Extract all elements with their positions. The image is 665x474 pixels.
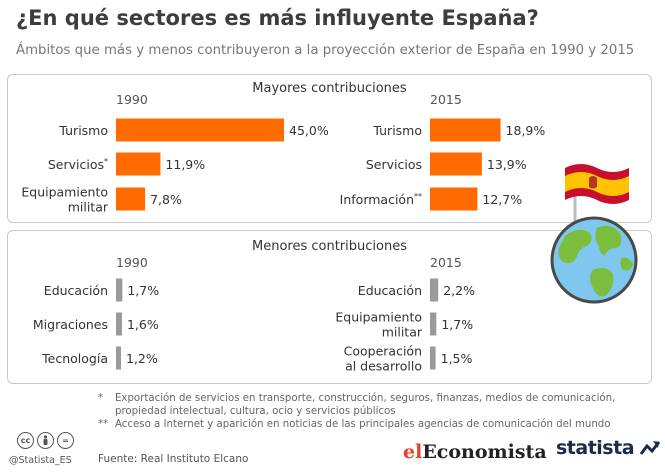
bar xyxy=(116,152,161,176)
globe-icon xyxy=(550,164,638,304)
major-contributions-panel: Mayores contribuciones xyxy=(7,74,652,223)
eleconomista-logo: elEconomista xyxy=(403,441,547,463)
footnote-mark: * xyxy=(98,393,104,404)
category-label: Cooperación xyxy=(344,344,422,359)
footnotes: * Exportación de servicios en transporte… xyxy=(98,392,665,431)
period-label: 2015 xyxy=(430,92,462,107)
bar-value-label: 1,2% xyxy=(126,351,158,366)
category-label: al desarrollo xyxy=(345,359,422,374)
bar-value-label: 1,7% xyxy=(127,283,159,298)
chart-title: ¿En qué sectores es más influyente Españ… xyxy=(16,6,539,30)
bar xyxy=(430,278,439,302)
cc-icon: cc xyxy=(17,432,34,449)
category-label: Equipamiento xyxy=(335,310,422,325)
category-label: Turismo xyxy=(372,123,422,138)
bar xyxy=(116,278,123,302)
chart-subtitle: Ámbitos que más y menos contribuyeron a … xyxy=(16,43,635,58)
bar xyxy=(430,118,501,142)
footnote: ** Acceso a Internet y aparición en noti… xyxy=(98,418,665,431)
nd-icon: = xyxy=(57,432,74,449)
category-label: Turismo xyxy=(58,123,108,138)
source-note: Fuente: Real Instituto Elcano xyxy=(98,453,249,465)
category-label: Tecnología xyxy=(41,351,108,366)
bar-value-label: 12,7% xyxy=(482,192,522,207)
category-label: Servicios* xyxy=(48,157,108,172)
period-label: 1990 xyxy=(116,255,148,270)
category-label: militar xyxy=(68,200,109,215)
bar xyxy=(430,312,437,336)
bar xyxy=(430,187,478,211)
footnote-mark: ** xyxy=(98,419,109,430)
category-label: Equipamiento xyxy=(21,185,108,200)
footnote-text: Exportación de servicios en transporte, … xyxy=(115,393,616,417)
category-label: militar xyxy=(382,325,423,340)
bar-value-label: 1,5% xyxy=(441,351,473,366)
bar-value-label: 11,9% xyxy=(165,157,205,172)
spain-flag-icon xyxy=(565,164,629,204)
bar xyxy=(430,346,436,370)
minor-contributions-panel: Menores contribuciones xyxy=(7,230,652,384)
bar-value-label: 1,7% xyxy=(441,317,473,332)
bar-value-label: 7,8% xyxy=(150,192,182,207)
period-label: 2015 xyxy=(430,255,462,270)
category-label: Información** xyxy=(340,192,422,207)
bar-value-label: 1,6% xyxy=(127,317,159,332)
statista-logo: statista xyxy=(556,437,661,459)
bar xyxy=(116,187,146,211)
category-label: Migraciones xyxy=(33,317,108,332)
category-label: Educación xyxy=(44,283,108,298)
bar xyxy=(116,118,284,142)
minor-panel-title: Menores contribuciones xyxy=(252,239,407,254)
bar xyxy=(116,312,122,336)
license-icons: cc = xyxy=(17,432,74,449)
bar xyxy=(116,346,121,370)
bar-value-label: 13,9% xyxy=(487,157,527,172)
bar-value-label: 45,0% xyxy=(289,123,329,138)
bar xyxy=(430,152,482,176)
period-label: 1990 xyxy=(116,92,148,107)
major-panel-title: Mayores contribuciones xyxy=(252,81,407,96)
statista-handle: @Statista_ES xyxy=(9,455,72,466)
category-label: Educación xyxy=(358,283,422,298)
bar-value-label: 18,9% xyxy=(506,123,546,138)
by-icon xyxy=(37,432,54,449)
footnote: * Exportación de servicios en transporte… xyxy=(98,392,665,418)
category-label: Servicios xyxy=(366,157,422,172)
bar-value-label: 2,2% xyxy=(443,283,475,298)
footnote-text: Acceso a Internet y aparición en noticia… xyxy=(115,419,611,430)
